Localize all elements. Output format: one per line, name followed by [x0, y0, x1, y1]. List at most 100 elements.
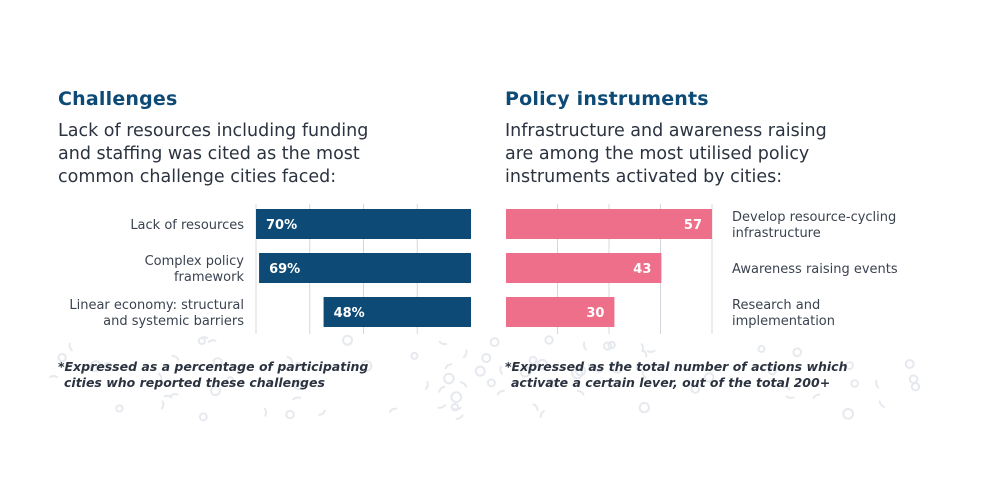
pattern-dot	[481, 353, 492, 364]
pattern-dot	[904, 359, 915, 369]
pattern-dot	[294, 361, 303, 371]
pattern-arc	[641, 349, 648, 358]
category-label: Linear economy: structural	[69, 298, 244, 313]
challenges-footnote: *Expressed as a percentage of participat…	[58, 359, 368, 391]
bar-value-label: 48%	[334, 306, 365, 321]
pattern-arc	[241, 361, 245, 371]
policy-subtitle-line: instruments activated by cities:	[505, 167, 783, 187]
category-label: Lack of resources	[130, 218, 244, 233]
pattern-dot	[57, 352, 67, 363]
pattern-arc	[157, 372, 163, 381]
background-pattern	[49, 334, 921, 422]
pattern-arc	[171, 354, 180, 361]
pattern-arc	[199, 336, 209, 340]
category-label: infrastructure	[732, 226, 821, 241]
pattern-arc	[444, 363, 453, 370]
pattern-arc	[66, 361, 75, 367]
bar	[323, 297, 471, 327]
policy-instruments-subtitle: Infrastructure and awareness raising are…	[505, 120, 925, 189]
pattern-dot	[544, 335, 554, 345]
pattern-dot	[792, 347, 803, 358]
footnote-line: *Expressed as a percentage of participat…	[58, 359, 369, 374]
category-label: framework	[174, 270, 244, 285]
pattern-dot	[293, 379, 305, 391]
pattern-arc	[425, 381, 429, 390]
policy-instruments-bar-chart: 57 Develop resource-cyclinginfrastructure…	[506, 204, 898, 334]
challenges-heading: Challenges	[58, 88, 178, 110]
pattern-dot	[474, 365, 486, 377]
pattern-dot	[342, 334, 354, 346]
bar	[259, 253, 471, 283]
bar-value-label: 57	[684, 218, 702, 233]
pattern-dot	[198, 412, 208, 422]
bar-value-label: 43	[633, 262, 651, 277]
pattern-arc	[785, 395, 795, 399]
category-label: and systemic barriers	[103, 314, 244, 329]
challenges-subtitle-line: Lack of resources including funding	[58, 121, 369, 141]
bar-value-label: 69%	[269, 262, 300, 277]
pattern-arc	[459, 381, 468, 388]
pattern-dot	[489, 337, 500, 348]
pattern-arc	[576, 389, 585, 396]
pattern-dot	[450, 402, 460, 412]
pattern-arc	[875, 379, 880, 389]
policy-instruments-heading: Policy instruments	[505, 88, 709, 110]
footnote-line: *Expressed as the total number of action…	[505, 359, 848, 374]
pattern-dot	[410, 351, 419, 360]
category-label: Develop resource-cycling	[732, 210, 896, 225]
pattern-arc	[641, 370, 647, 379]
pattern-dot	[603, 341, 613, 351]
pattern-dot	[443, 372, 455, 385]
challenges-subtitle-line: common challenge cities faced:	[58, 167, 337, 187]
pattern-dot	[536, 358, 548, 370]
pattern-arc	[878, 400, 886, 408]
pattern-dot	[757, 344, 766, 353]
pattern-dot	[486, 378, 496, 388]
pattern-arc	[169, 393, 179, 397]
pattern-arc	[267, 378, 272, 388]
pattern-arc	[49, 375, 59, 379]
policy-subtitle-line: Infrastructure and awareness raising	[505, 121, 827, 141]
bar	[256, 209, 471, 239]
pattern-dot	[611, 361, 624, 374]
bar	[506, 209, 712, 239]
pattern-arc	[582, 341, 588, 351]
pattern-dot	[594, 364, 604, 374]
pattern-arc	[455, 414, 464, 420]
pattern-dot	[519, 365, 532, 378]
pattern-dot	[115, 404, 124, 413]
pattern-arc	[532, 403, 539, 411]
challenges-subtitle-line: and staffing was cited as the most	[58, 144, 360, 164]
pattern-arc	[389, 407, 398, 413]
pattern-dot	[360, 360, 373, 372]
pattern-arc	[292, 396, 302, 401]
policy-footnote: *Expressed as the total number of action…	[505, 359, 848, 391]
pattern-arc	[812, 393, 821, 400]
pattern-arc	[68, 342, 73, 352]
pattern-arc	[539, 410, 545, 419]
pattern-dot	[638, 401, 650, 414]
pattern-arc	[635, 361, 640, 371]
challenges-subtitle: Lack of resources including funding and …	[58, 120, 478, 189]
pattern-arc	[587, 363, 594, 372]
pattern-arc	[646, 349, 656, 353]
category-label: Awareness raising events	[732, 262, 898, 277]
pattern-dot	[285, 409, 295, 420]
pattern-arc	[499, 365, 504, 375]
pattern-arc	[286, 355, 294, 364]
footnote-line: activate a certain lever, out of the tot…	[511, 375, 831, 390]
category-label: Complex policy	[145, 254, 245, 269]
bar	[506, 253, 662, 283]
pattern-arc	[462, 349, 468, 359]
policy-instruments-panel: Policy instruments Infrastructure and aw…	[505, 88, 935, 189]
pattern-arc	[782, 386, 791, 391]
pattern-dot	[844, 361, 854, 371]
pattern-dot	[450, 391, 463, 403]
footnote-line: cities who reported these challenges	[64, 375, 325, 390]
pattern-dot	[89, 360, 102, 373]
pattern-dot	[226, 376, 235, 385]
challenges-panel: Challenges Lack of resources including f…	[58, 88, 478, 189]
pattern-arc	[438, 385, 446, 393]
pattern-arc	[207, 339, 217, 344]
pattern-dot	[842, 407, 855, 420]
